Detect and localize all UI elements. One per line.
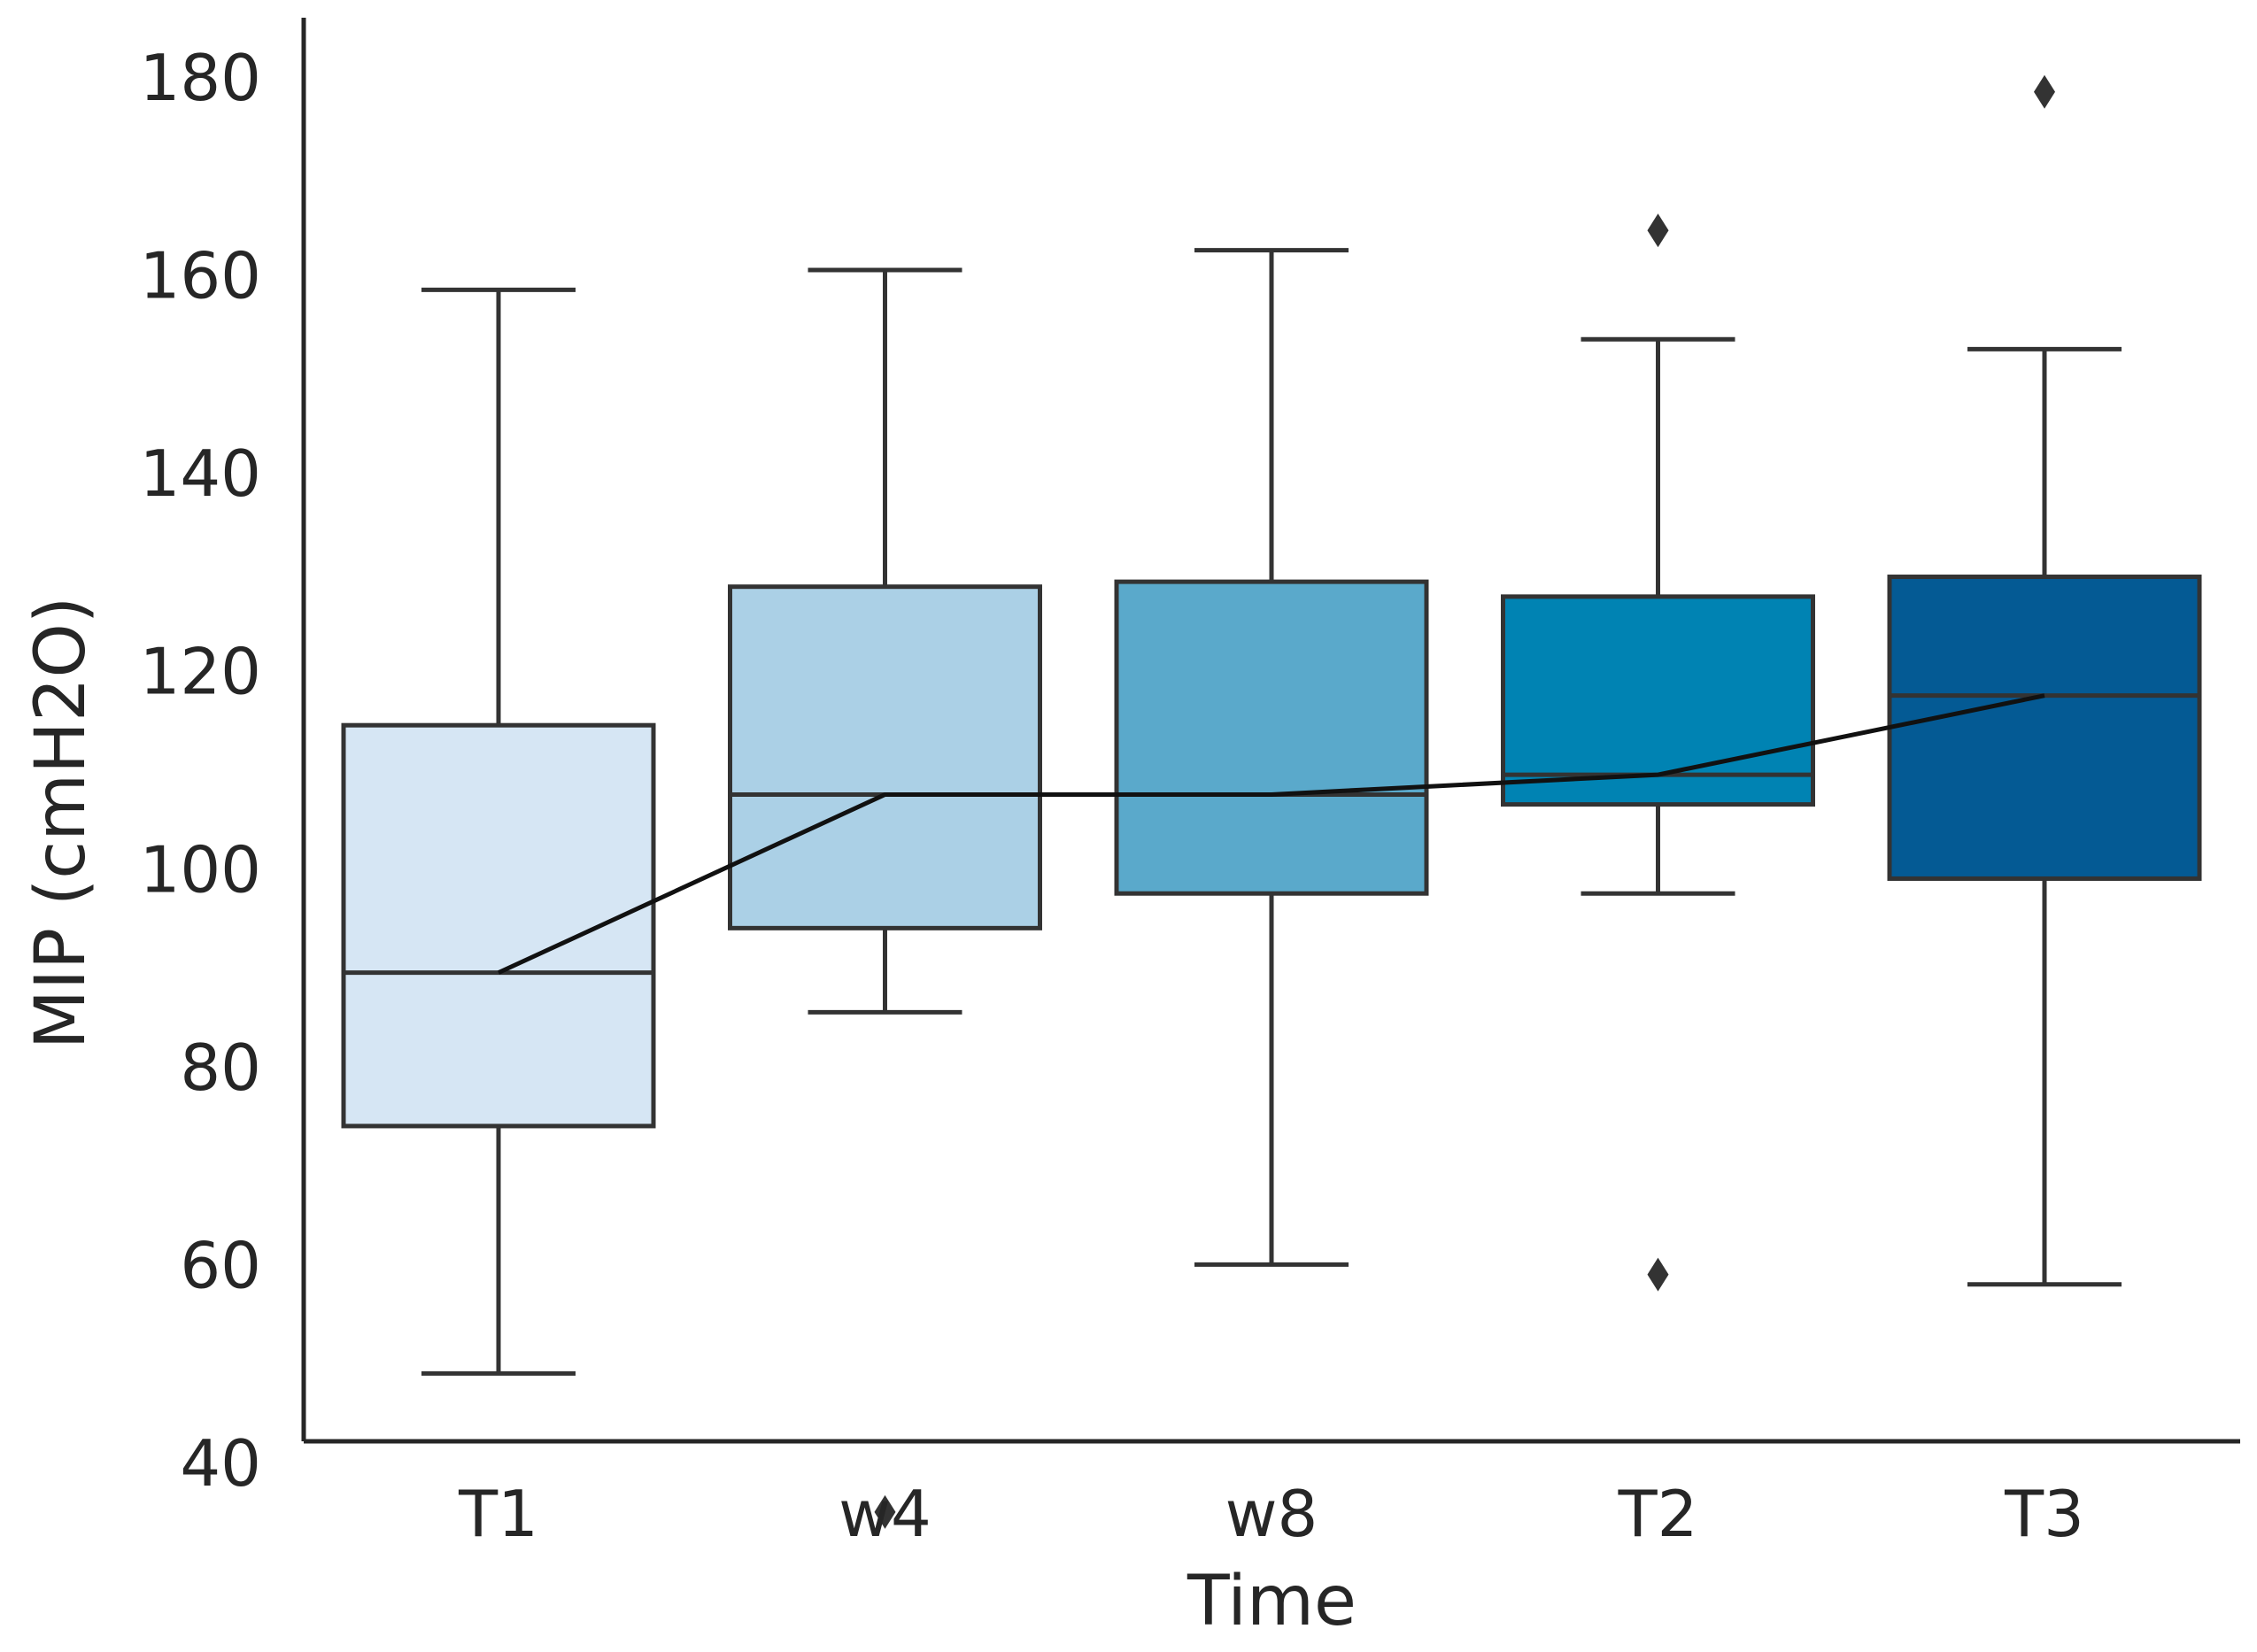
boxes-layer (341, 74, 2202, 1529)
box-T1 (341, 287, 656, 1376)
iqr-box (341, 722, 656, 1129)
median-trend-layer (497, 693, 2045, 975)
outlier-point (1647, 1257, 1669, 1292)
axes-layer (301, 18, 2240, 1444)
x-tick-label: T3 (2004, 1477, 2084, 1551)
box-T2 (1501, 213, 1815, 1292)
y-tick-label: 140 (140, 436, 261, 511)
box-w4 (728, 267, 1042, 1529)
y-tick-label: 180 (140, 41, 261, 115)
y-tick-label: 100 (140, 832, 261, 907)
iqr-box (1114, 579, 1429, 896)
x-axis-title: Time (1186, 1562, 1357, 1641)
x-tick-label: w4 (839, 1477, 931, 1551)
outlier-point (2034, 74, 2055, 109)
x-tick-label: T2 (1618, 1477, 1698, 1551)
box-w8 (1114, 248, 1429, 1267)
y-tick-label: 60 (180, 1228, 261, 1302)
ticks-layer: 40 60 80 100 120 140 160 180 T1 w4 w8 T2 T3 (140, 41, 2084, 1551)
y-tick-label: 160 (140, 239, 261, 313)
outlier-point (874, 1494, 896, 1529)
y-tick-label: 40 (180, 1426, 261, 1501)
outlier-point (1647, 213, 1669, 248)
y-tick-label: 80 (180, 1031, 261, 1105)
iqr-box (728, 584, 1042, 930)
box-T3 (1887, 74, 2202, 1287)
iqr-box (1887, 575, 2202, 881)
x-tick-label: T1 (458, 1477, 538, 1551)
median-trend-line (497, 693, 2045, 975)
y-axis-title: MIP (cmH2O) (21, 597, 101, 1050)
x-tick-label: w8 (1225, 1477, 1318, 1551)
iqr-box (1501, 594, 1815, 807)
y-tick-label: 120 (140, 635, 261, 709)
